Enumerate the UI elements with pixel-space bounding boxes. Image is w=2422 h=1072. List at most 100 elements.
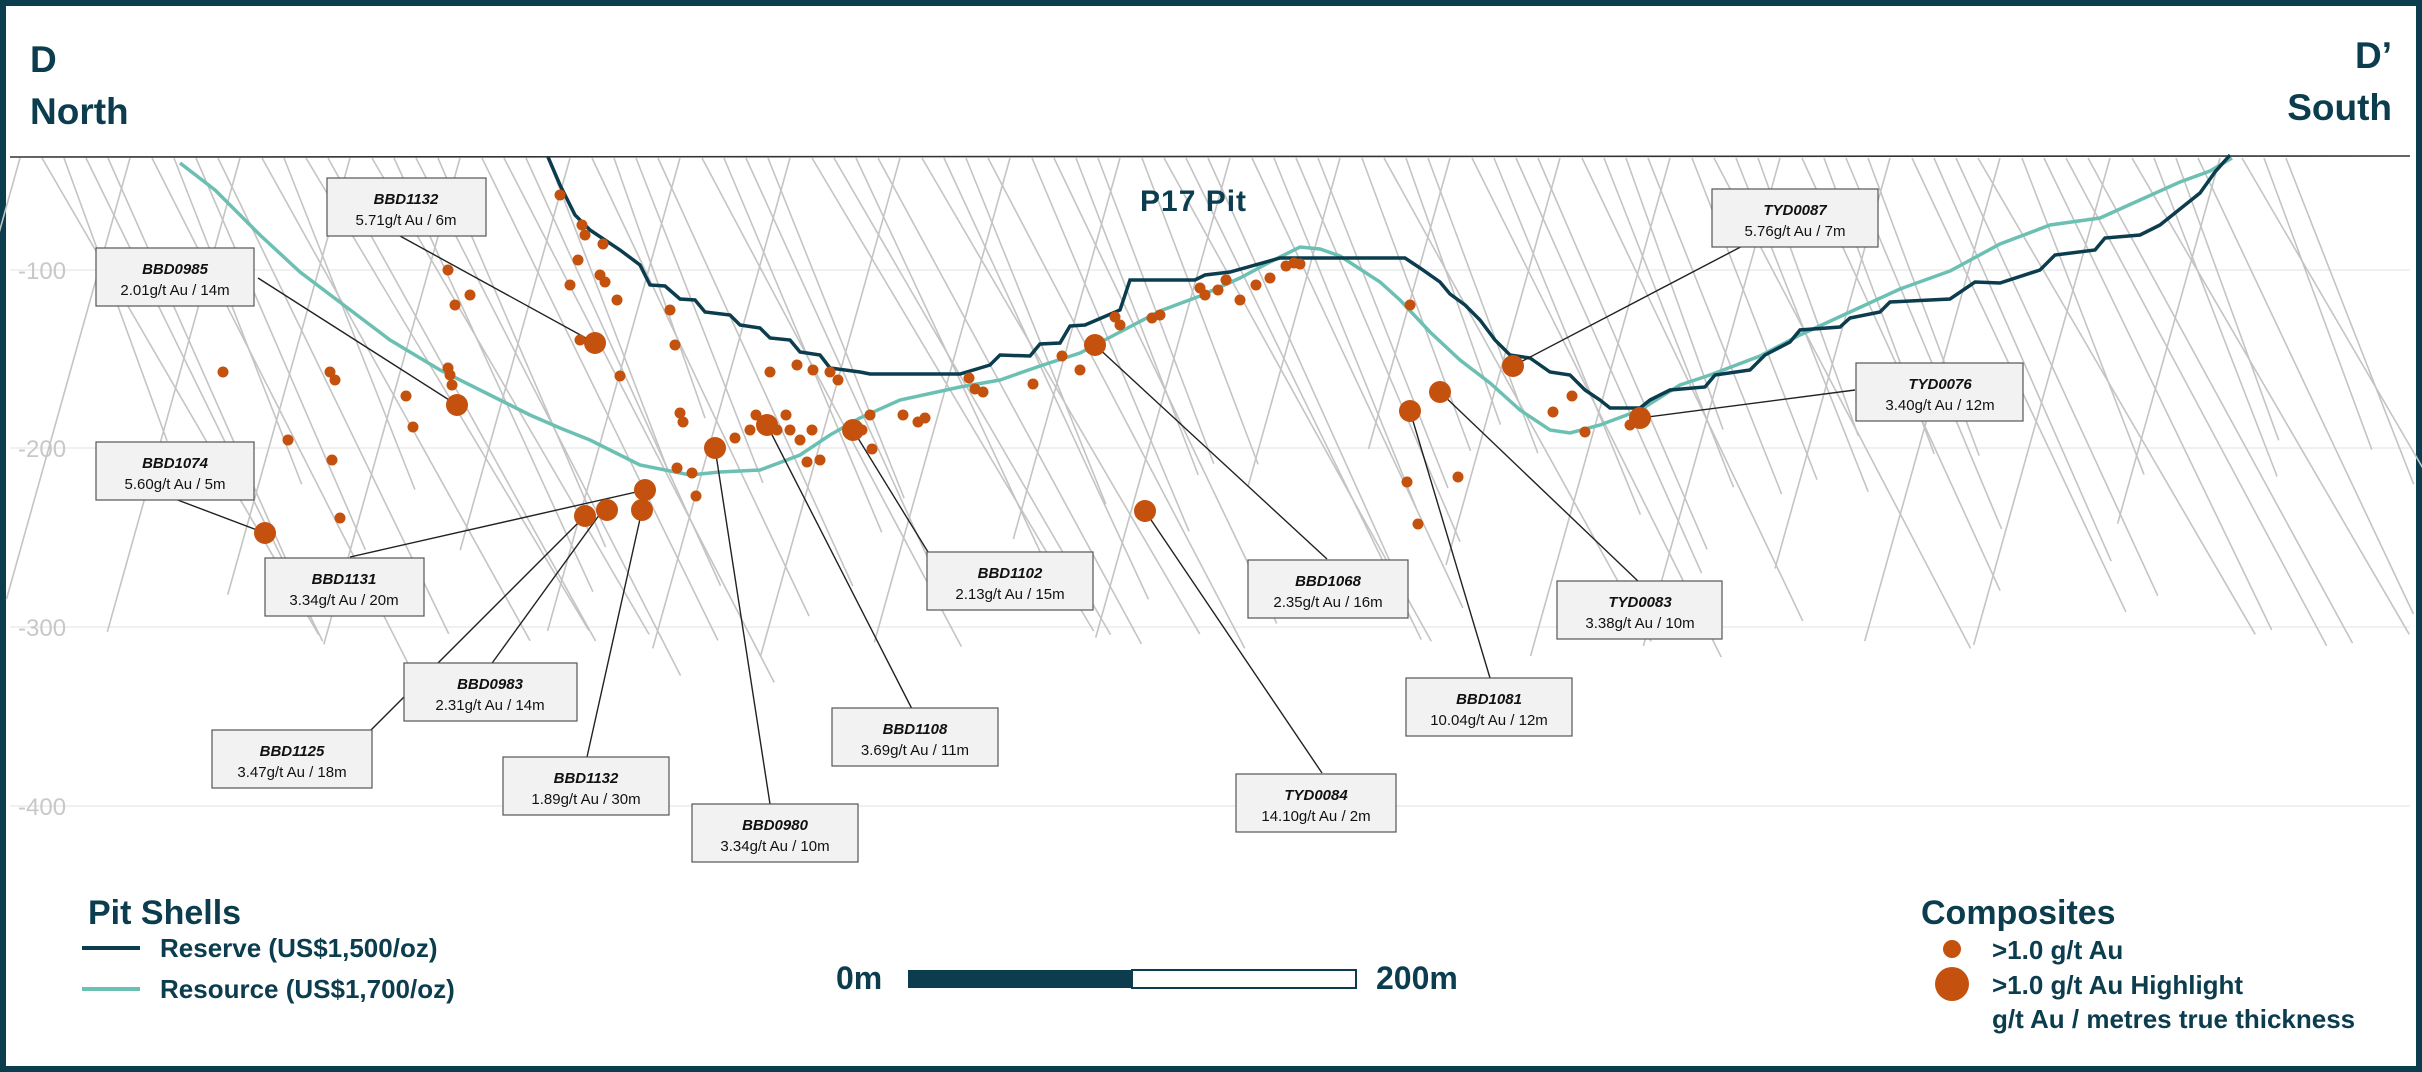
composite-marker: [824, 366, 836, 378]
composite-marker: [729, 432, 741, 444]
callout-bbd1132-upper: BBD1132 5.71g/t Au / 6m: [326, 177, 487, 237]
composite-marker: [864, 409, 876, 421]
svg-text:BBD1132: BBD1132: [374, 191, 439, 208]
composite-highlight-label: >1.0 g/t Au Highlight: [1992, 970, 2243, 1000]
composite-marker: [1579, 426, 1591, 438]
drillhole-trace: [107, 157, 291, 568]
composite-highlight-marker: [756, 414, 778, 436]
composite-marker: [400, 390, 412, 402]
composite-marker: [1212, 284, 1224, 296]
composite-marker: [1547, 406, 1559, 418]
callout-bbd0980: BBD0980 3.34g/t Au / 10m: [691, 803, 859, 863]
svg-text:BBD1102: BBD1102: [978, 565, 1043, 582]
drillhole-trace: [855, 157, 1067, 607]
section-start-direction: North: [30, 91, 129, 132]
drillhole-trace: [1515, 157, 1703, 574]
svg-text:3.40g/t Au / 12m: 3.40g/t Au / 12m: [1885, 397, 1994, 414]
composite-highlight-marker: [1429, 381, 1451, 403]
svg-text:BBD1125: BBD1125: [260, 743, 325, 760]
drillhole-trace: [503, 157, 775, 683]
composite-highlight-marker: [574, 505, 596, 527]
composite-marker: [674, 407, 686, 419]
drillhole-trace: [481, 157, 719, 641]
composite-marker: [963, 372, 975, 384]
topography-line: [9, 155, 2411, 158]
drillhole-trace: [2043, 157, 2273, 631]
composite-highlight-marker: [584, 332, 606, 354]
composite-marker: [446, 379, 458, 391]
drillhole-trace: [591, 157, 810, 617]
composite-marker: [217, 366, 229, 378]
drillhole-trace: [1977, 157, 2256, 635]
callout-tyd0076: TYD0076 3.40g/t Au / 12m: [1855, 362, 2024, 422]
drillhole-trace: [2197, 157, 2415, 615]
drillhole-trace: [1185, 157, 1422, 640]
pit-name-label: P17 Pit: [1140, 185, 1247, 218]
composite-marker: [1294, 258, 1306, 270]
composite-marker: [1220, 274, 1232, 286]
drillhole-trace: [1031, 157, 1190, 532]
composite-highlight-marker: [596, 499, 618, 521]
callout-bbd1081: BBD1081 10.04g/t Au / 12m: [1405, 677, 1573, 737]
svg-text:BBD1068: BBD1068: [1295, 573, 1362, 590]
section-start-label: D North: [30, 34, 129, 138]
composite-marker: [866, 443, 878, 455]
composite-marker: [572, 254, 584, 266]
drillhole-trace: [217, 157, 450, 635]
composite-marker: [1250, 279, 1262, 291]
drillhole-trace: [987, 157, 1246, 649]
composite-marker: [977, 386, 989, 398]
drillhole-trace: [2065, 157, 2328, 647]
composite-legend-note: g/t Au / metres true thickness: [1992, 1004, 2355, 1034]
drillhole-trace: [283, 157, 416, 490]
composite-marker: [807, 364, 819, 376]
drillhole-trace: [1295, 157, 1461, 543]
composite-marker: [814, 454, 826, 466]
drillhole-trace: [1094, 157, 1231, 638]
drillhole-trace: [1529, 157, 1671, 657]
svg-text:3.34g/t Au / 20m: 3.34g/t Au / 20m: [289, 592, 398, 609]
composite-highlight-marker: [634, 479, 656, 501]
composite-marker: [791, 359, 803, 371]
drillhole-trace: [305, 157, 590, 631]
composite-marker: [1109, 311, 1121, 323]
drillhole-trace: [635, 157, 764, 484]
drillhole-trace: [2153, 157, 2278, 477]
scale-start-label: 0m: [836, 960, 882, 996]
drillhole-trace: [745, 157, 941, 586]
composite-highlight-marker: [1399, 400, 1421, 422]
composite-highlight-marker: [631, 499, 653, 521]
drillhole-trace: [1427, 157, 1539, 454]
composite-marker: [611, 294, 623, 306]
composite-marker: [1566, 390, 1578, 402]
drillhole-trace: [1647, 157, 1783, 495]
depth-gridlines: [10, 269, 2410, 807]
composite-marker: [574, 334, 586, 346]
callout-bbd1102: BBD1102 2.13g/t Au / 15m: [926, 551, 1094, 611]
depth-label-200: -200: [18, 436, 66, 463]
composite-small-swatch: [1943, 940, 1961, 958]
resource-legend-label: Resource (US$1,700/oz): [160, 974, 455, 1004]
drillhole-trace: [767, 157, 905, 499]
drillhole-trace: [1273, 157, 1417, 509]
svg-text:1.89g/t Au / 30m: 1.89g/t Au / 30m: [531, 791, 640, 808]
scale-bar-filled: [908, 970, 1132, 988]
svg-text:2.13g/t Au / 15m: 2.13g/t Au / 15m: [955, 586, 1064, 603]
composite-marker: [554, 189, 566, 201]
composite-marker: [442, 264, 454, 276]
drillhole-trace: [1493, 157, 1642, 515]
drillhole-trace: [1097, 157, 1215, 465]
callout-bbd1125: BBD1125 3.47g/t Au / 18m: [211, 729, 373, 789]
callout-tyd0083: TYD0083 3.38g/t Au / 10m: [1556, 580, 1723, 640]
drillhole-trace: [371, 157, 650, 635]
composite-marker: [664, 304, 676, 316]
drillhole-trace: [1251, 157, 1464, 609]
composite-marker: [744, 424, 756, 436]
composite-highlight-marker: [1629, 407, 1651, 429]
composite-small-label: >1.0 g/t Au: [1992, 935, 2123, 965]
composite-highlight-swatch: [1935, 967, 1969, 1001]
drillhole-trace: [2263, 157, 2373, 450]
drillhole-trace: [195, 157, 367, 550]
drillhole-trace: [2131, 157, 2410, 635]
